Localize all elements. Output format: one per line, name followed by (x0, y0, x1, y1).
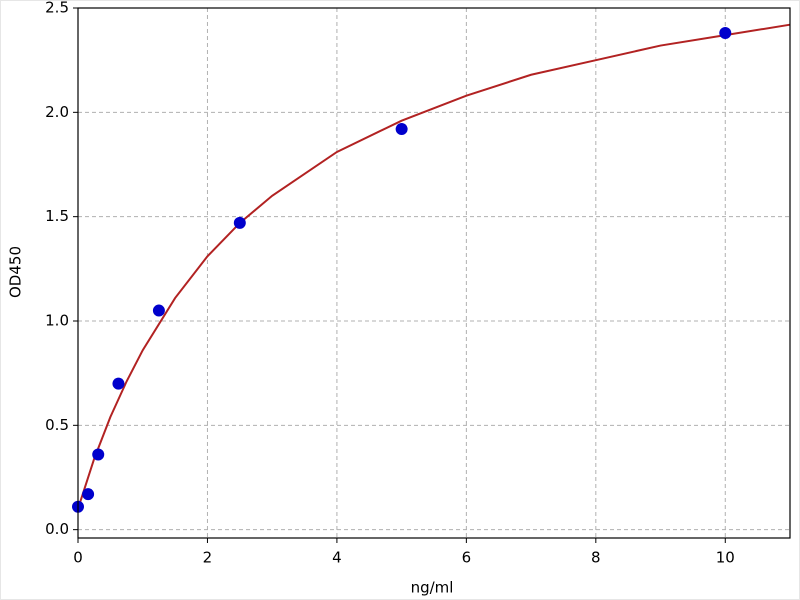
y-tick-label: 2.5 (45, 0, 69, 17)
x-tick-label: 4 (332, 549, 342, 567)
y-tick-label: 0.0 (45, 520, 69, 538)
x-tick-label: 2 (203, 549, 213, 567)
y-tick-label: 1.0 (45, 311, 69, 329)
fit-curve (77, 23, 791, 510)
x-axis-label: ng/ml (411, 579, 454, 597)
y-tick-label: 2.0 (45, 103, 69, 121)
x-tick-label: 8 (591, 549, 601, 567)
data-point (233, 216, 246, 229)
data-point (719, 27, 732, 40)
data-point (82, 488, 95, 501)
y-tick-label: 0.5 (45, 416, 69, 434)
y-axis-label: OD450 (7, 246, 25, 298)
x-tick-label: 10 (716, 549, 735, 567)
x-tick-label: 6 (462, 549, 472, 567)
plot-frame (77, 7, 791, 539)
data-point (395, 123, 408, 136)
data-point (112, 377, 125, 390)
data-point (152, 304, 165, 317)
data-point (92, 448, 105, 461)
x-tick-label: 0 (73, 549, 83, 567)
y-tick-label: 1.5 (45, 207, 69, 225)
